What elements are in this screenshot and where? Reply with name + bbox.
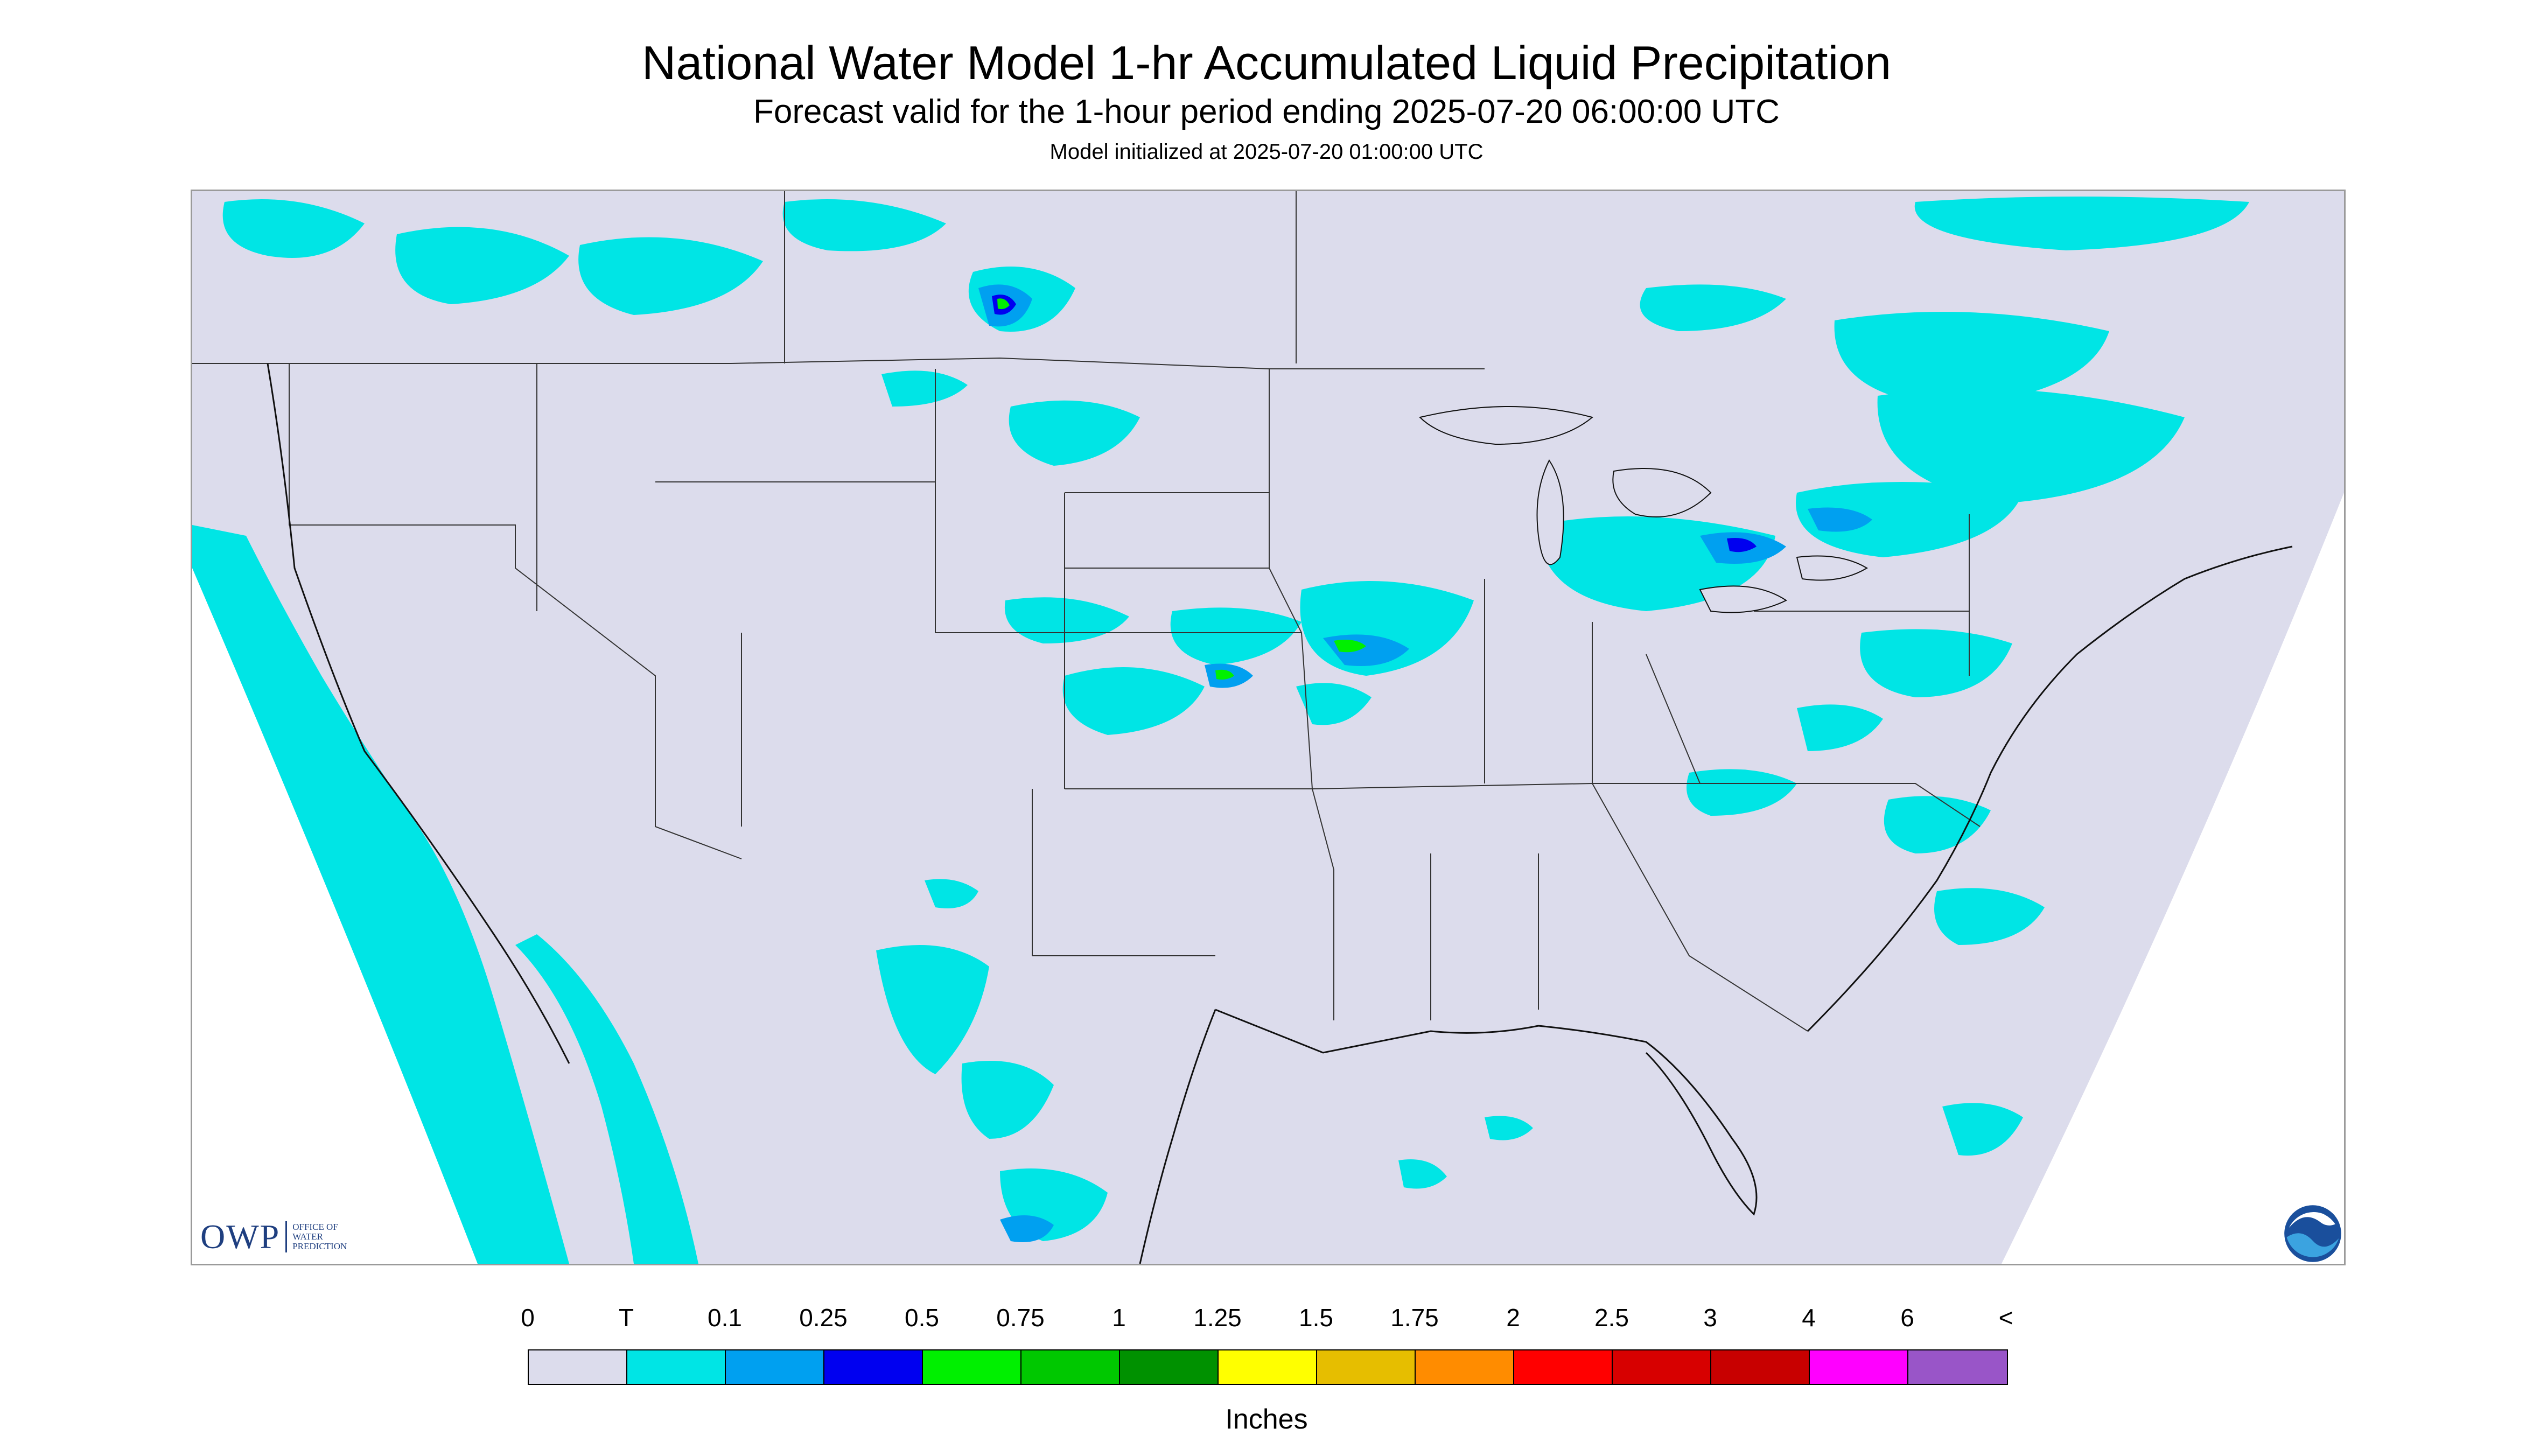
coastlines (267, 363, 2293, 1264)
legend-tick-label: 0 (521, 1304, 535, 1332)
legend-swatch (726, 1350, 824, 1384)
owp-logo-line2: Water (292, 1231, 323, 1242)
legend-tick-label: 3 (1703, 1304, 1717, 1332)
legend-tick-label: T (618, 1304, 634, 1332)
legend-swatch (1908, 1350, 2007, 1384)
legend-tick-label: 2.5 (1594, 1304, 1629, 1332)
precip-trace-areas (192, 197, 2249, 1264)
precip-light-areas (978, 284, 1872, 1242)
domain-mask-right (2002, 493, 2344, 1264)
legend-tick-label: < (1998, 1304, 2013, 1332)
legend-tick-label: 1 (1112, 1304, 1126, 1332)
legend-swatch (1810, 1350, 1908, 1384)
map-title: National Water Model 1-hr Accumulated Li… (641, 36, 1892, 89)
legend-tick-label: 6 (1900, 1304, 1914, 1332)
precipitation-map[interactable] (191, 190, 2346, 1265)
legend-swatch (529, 1350, 627, 1384)
legend-swatch (1613, 1350, 1711, 1384)
owp-logo-line1: Office of (292, 1222, 338, 1232)
legend-tick-label: 4 (1802, 1304, 1816, 1332)
legend-swatch (824, 1350, 923, 1384)
legend-swatch (1120, 1350, 1219, 1384)
state-borders (192, 191, 1981, 1032)
legend-swatch (1317, 1350, 1416, 1384)
legend-units: Inches (1225, 1404, 1308, 1435)
legend-tick-label: 2 (1506, 1304, 1520, 1332)
legend-swatch (1416, 1350, 1514, 1384)
owp-logo-text: Office of Water Prediction (292, 1222, 347, 1251)
legend-swatch (627, 1350, 726, 1384)
legend-tick-label: 0.5 (905, 1304, 939, 1332)
legend-swatch (923, 1350, 1021, 1384)
model-init-text: Model initialized at 2025-07-20 01:00:00… (1049, 140, 1484, 164)
noaa-logo-icon (2284, 1205, 2341, 1262)
legend-tick-label: 1.75 (1390, 1304, 1439, 1332)
owp-logo-mark: OWP (200, 1217, 281, 1256)
legend-tick-label: 0.25 (799, 1304, 848, 1332)
owp-logo-line3: Prediction (292, 1241, 347, 1251)
great-lakes (1419, 406, 1868, 613)
domain-mask-left (192, 568, 478, 1264)
map-subtitle: Forecast valid for the 1-hour period end… (753, 93, 1780, 130)
legend-tick-label: 1.5 (1299, 1304, 1333, 1332)
legend-tick-label: 0.75 (996, 1304, 1045, 1332)
legend-tick-label: 1.25 (1193, 1304, 1242, 1332)
legend-swatch (1021, 1350, 1120, 1384)
legend-colorbar (528, 1349, 2008, 1385)
precip-heavy-areas (997, 298, 1366, 680)
legend-tick-label: 0.1 (708, 1304, 742, 1332)
owp-logo-separator (285, 1221, 288, 1252)
legend-swatch (1219, 1350, 1317, 1384)
legend-labels: 0 T 0.1 0.25 0.5 0.75 1 1.25 1.5 1.75 2 2.5 3 4 6 < (521, 1303, 2014, 1341)
legend-swatch (1711, 1350, 1810, 1384)
legend-swatch (1514, 1350, 1613, 1384)
owp-logo: OWP Office of Water Prediction (200, 1217, 347, 1257)
